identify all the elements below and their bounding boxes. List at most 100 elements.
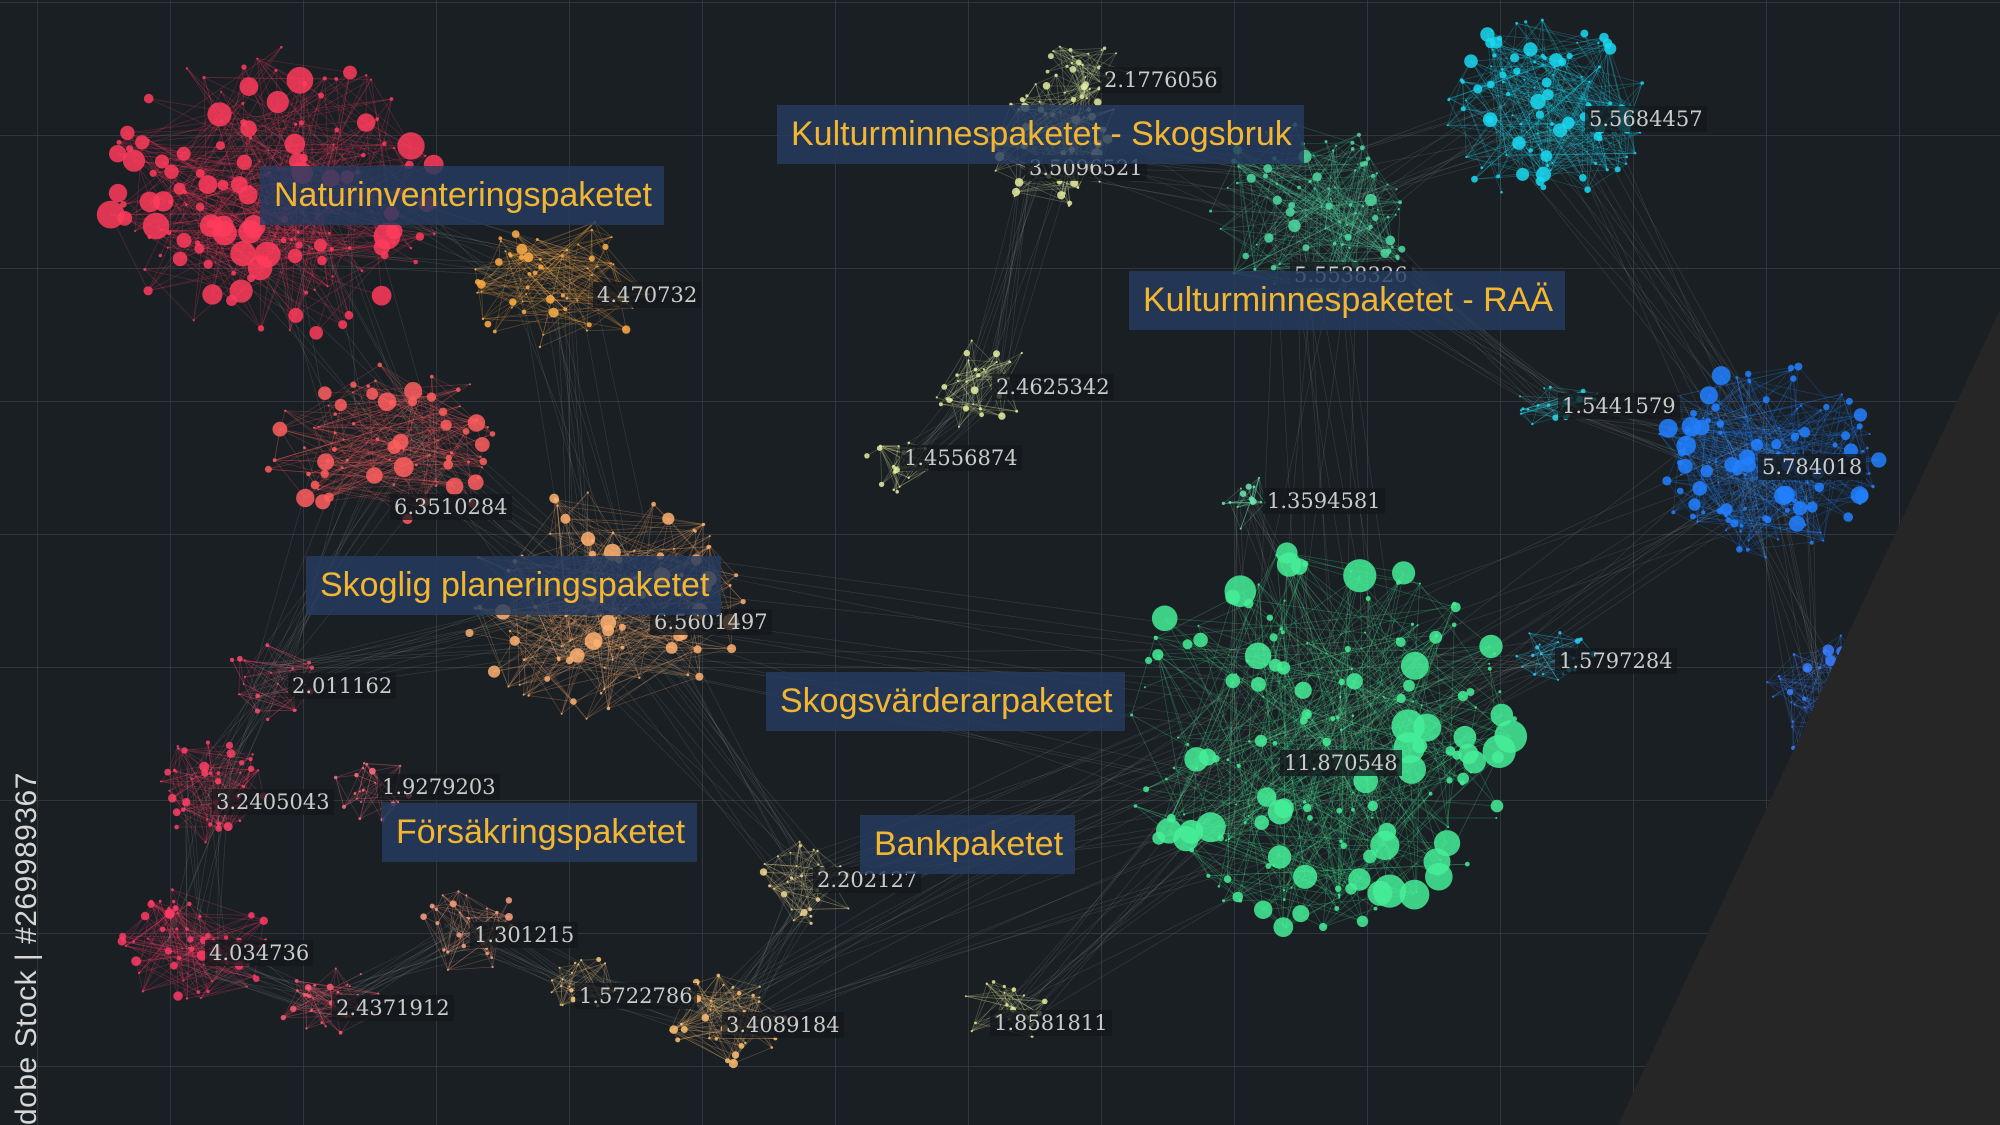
graph-edge bbox=[1225, 572, 1404, 841]
graph-edge bbox=[1233, 211, 1291, 274]
graph-edge bbox=[1227, 878, 1340, 896]
graph-edge bbox=[1196, 584, 1260, 760]
graph-node bbox=[116, 139, 122, 145]
graph-edge bbox=[1260, 635, 1437, 742]
graph-edge bbox=[1487, 34, 1544, 175]
graph-node bbox=[274, 68, 278, 72]
graph-edge bbox=[521, 248, 612, 264]
graph-edge bbox=[1358, 134, 1393, 248]
graph-node bbox=[236, 154, 252, 170]
graph-node bbox=[333, 431, 337, 435]
graph-edge bbox=[481, 255, 563, 285]
graph-edge bbox=[1552, 156, 1627, 164]
graph-node bbox=[603, 666, 606, 669]
graph-edge bbox=[1072, 49, 1102, 57]
graph-edge bbox=[1019, 181, 1078, 188]
graph-edge bbox=[1491, 65, 1600, 68]
graph-edge bbox=[1223, 899, 1285, 902]
graph-node bbox=[388, 399, 395, 406]
graph-edge bbox=[274, 459, 325, 475]
graph-edge bbox=[1215, 758, 1230, 840]
graph-edge bbox=[1313, 155, 1378, 174]
graph-edge bbox=[586, 627, 623, 719]
graph-edge bbox=[501, 613, 609, 631]
graph-edge bbox=[325, 438, 378, 463]
graph-edge bbox=[1387, 184, 1397, 190]
graph-edge bbox=[549, 499, 557, 534]
graph-edge bbox=[1078, 62, 1100, 68]
graph-edge bbox=[197, 206, 201, 244]
graph-edge bbox=[1516, 70, 1636, 154]
graph-node bbox=[338, 320, 348, 330]
graph-edge bbox=[295, 208, 327, 316]
graph-edge bbox=[1539, 124, 1625, 186]
graph-edge bbox=[1314, 188, 1386, 254]
graph-edge bbox=[1304, 156, 1349, 238]
graph-edge bbox=[1481, 146, 1515, 169]
graph-edge bbox=[1501, 69, 1553, 164]
graph-edge bbox=[134, 118, 378, 232]
graph-edge bbox=[161, 143, 385, 162]
graph-edge bbox=[374, 456, 481, 476]
graph-edge bbox=[1207, 582, 1399, 758]
graph-edge bbox=[1235, 674, 1264, 698]
graph-edge bbox=[592, 553, 661, 557]
graph-edge bbox=[709, 546, 737, 576]
graph-edge bbox=[210, 162, 245, 225]
graph-edge bbox=[535, 262, 612, 274]
graph-edge bbox=[1362, 164, 1393, 248]
graph-edge bbox=[257, 58, 351, 73]
graph-edge bbox=[1335, 145, 1401, 203]
graph-edge bbox=[1064, 52, 1117, 94]
graph-edge bbox=[1291, 188, 1329, 206]
graph-edge bbox=[222, 184, 328, 287]
graph-edge bbox=[1015, 187, 1078, 193]
graph-node bbox=[257, 325, 265, 332]
graph-edge bbox=[529, 273, 566, 310]
graph-node bbox=[377, 362, 383, 368]
graph-node bbox=[356, 113, 376, 132]
graph-node bbox=[1334, 906, 1340, 911]
graph-edge bbox=[1258, 684, 1363, 922]
graph-edge bbox=[1276, 183, 1399, 259]
graph-edge bbox=[591, 263, 614, 276]
graph-node bbox=[599, 691, 603, 695]
graph-edge bbox=[1305, 563, 1456, 608]
graph-node bbox=[166, 230, 172, 236]
graph-node bbox=[108, 183, 128, 203]
graph-edge bbox=[1289, 188, 1329, 213]
graph-node bbox=[586, 491, 589, 494]
graph-edge bbox=[1220, 228, 1393, 248]
graph-edge bbox=[1322, 637, 1437, 928]
graph-edge bbox=[1325, 228, 1386, 254]
graph-node bbox=[611, 658, 614, 661]
graph-edge bbox=[523, 614, 528, 695]
graph-edge bbox=[527, 222, 595, 288]
graph-edge bbox=[1466, 61, 1536, 158]
graph-edge bbox=[340, 404, 439, 441]
graph-edge bbox=[537, 239, 568, 251]
graph-edge bbox=[328, 405, 452, 454]
graph-node bbox=[202, 284, 223, 305]
graph-edge bbox=[1082, 64, 1085, 85]
graph-edge bbox=[155, 225, 252, 279]
graph-edge bbox=[1340, 646, 1492, 731]
graph-node bbox=[322, 76, 327, 81]
graph-edge bbox=[1546, 82, 1608, 171]
graph-edge bbox=[608, 630, 732, 649]
graph-edge bbox=[127, 128, 249, 134]
graph-edge bbox=[325, 393, 422, 463]
graph-node bbox=[351, 422, 356, 426]
graph-edge bbox=[1313, 155, 1399, 259]
graph-edge bbox=[1316, 142, 1353, 178]
graph-edge bbox=[1135, 805, 1390, 892]
graph-node bbox=[143, 268, 147, 271]
graph-edge bbox=[1474, 66, 1600, 180]
graph-edge bbox=[1407, 603, 1455, 727]
graph-edge bbox=[1342, 216, 1389, 265]
graph-edge bbox=[1374, 217, 1386, 254]
graph-edge bbox=[285, 410, 401, 443]
graph-edge bbox=[127, 132, 184, 155]
graph-edge bbox=[1298, 181, 1311, 188]
graph-edge bbox=[1599, 138, 1636, 154]
